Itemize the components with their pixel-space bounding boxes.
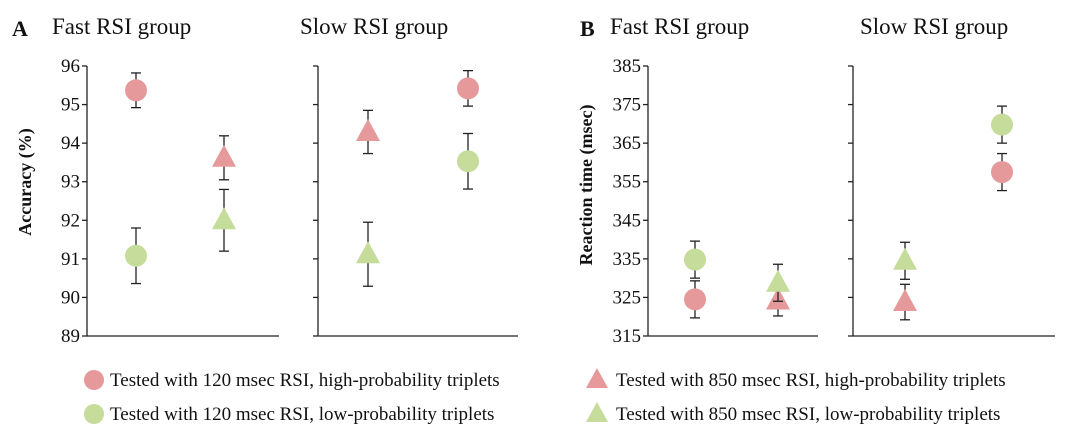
y-tick-label-a-fast: 95: [61, 95, 80, 116]
y-tick-label-b-fast: 385: [613, 56, 642, 77]
data-point-a-slow-tested-with-120-msec-rsi-high-probability-triplets: [457, 77, 479, 100]
legend: Tested with 120 msec RSI, high-probabili…: [84, 368, 1006, 425]
data-point-a-slow-tested-with-120-msec-rsi-low-probability-triplets: [457, 150, 479, 173]
y-tick-label-a-fast: 93: [61, 172, 80, 193]
panel-title-b-fast: Fast RSI group: [610, 14, 749, 39]
y-tick-label-b-fast: 355: [613, 172, 642, 193]
data-point-a-fast-tested-with-850-msec-rsi-low-probability-triplets: [212, 207, 236, 230]
y-tick-label-b-fast: 365: [613, 133, 642, 154]
panel-letter-a: A: [12, 16, 28, 41]
legend-label-850-low: Tested with 850 msec RSI, low-probabilit…: [616, 404, 1000, 425]
plot-area: 89 90 91 92 93 94 95 96 315 325 335 345 355 365 375 385: [61, 56, 1055, 347]
y-tick-label-b-fast: 315: [613, 326, 642, 347]
data-point-a-fast-tested-with-120-msec-rsi-high-probability-triplets: [125, 79, 147, 102]
panel-title-a-slow: Slow RSI group: [300, 14, 448, 39]
legend-label-850-high: Tested with 850 msec RSI, high-probabili…: [616, 370, 1006, 391]
data-point-b-slow-tested-with-850-msec-rsi-low-probability-triplets: [893, 247, 917, 270]
y-tick-label-b-fast: 375: [613, 95, 642, 116]
data-point-b-slow-tested-with-120-msec-rsi-low-probability-triplets: [991, 113, 1013, 136]
data-point-a-fast-tested-with-120-msec-rsi-low-probability-triplets: [125, 244, 147, 267]
data-point-a-fast-tested-with-850-msec-rsi-high-probability-triplets: [212, 144, 236, 167]
y-tick-label-a-fast: 89: [61, 326, 80, 347]
y-axis-label-accuracy: Accuracy (%): [15, 128, 36, 235]
data-point-b-fast-tested-with-850-msec-rsi-low-probability-triplets: [766, 269, 790, 292]
legend-marker-850-high: [586, 368, 608, 388]
y-tick-label-b-fast: 345: [613, 210, 642, 231]
y-tick-label-a-fast: 91: [61, 249, 80, 270]
data-point-b-fast-tested-with-120-msec-rsi-low-probability-triplets: [684, 248, 706, 271]
y-axis-label-reaction-time: Reaction time (msec): [576, 105, 597, 266]
data-point-b-slow-tested-with-120-msec-rsi-high-probability-triplets: [991, 161, 1013, 184]
data-point-b-slow-tested-with-850-msec-rsi-high-probability-triplets: [893, 289, 917, 312]
legend-label-120-low: Tested with 120 msec RSI, low-probabilit…: [110, 404, 494, 425]
data-point-a-slow-tested-with-850-msec-rsi-high-probability-triplets: [356, 118, 380, 141]
panel-title-b-slow: Slow RSI group: [860, 14, 1008, 39]
y-tick-label-a-fast: 94: [61, 133, 81, 154]
y-tick-label-b-fast: 335: [613, 249, 642, 270]
y-tick-label-a-fast: 96: [61, 56, 80, 77]
legend-marker-850-low: [586, 402, 608, 422]
y-tick-label-a-fast: 90: [61, 287, 80, 308]
panel-letter-b: B: [580, 16, 595, 41]
panel-title-a-fast: Fast RSI group: [52, 14, 191, 39]
y-tick-label-a-fast: 92: [61, 210, 80, 231]
legend-marker-120-high: [84, 370, 104, 390]
y-tick-label-b-fast: 325: [613, 287, 642, 308]
data-point-a-slow-tested-with-850-msec-rsi-low-probability-triplets: [356, 241, 380, 264]
legend-label-120-high: Tested with 120 msec RSI, high-probabili…: [110, 370, 500, 391]
legend-marker-120-low: [84, 404, 104, 424]
data-point-b-fast-tested-with-120-msec-rsi-high-probability-triplets: [684, 288, 706, 311]
